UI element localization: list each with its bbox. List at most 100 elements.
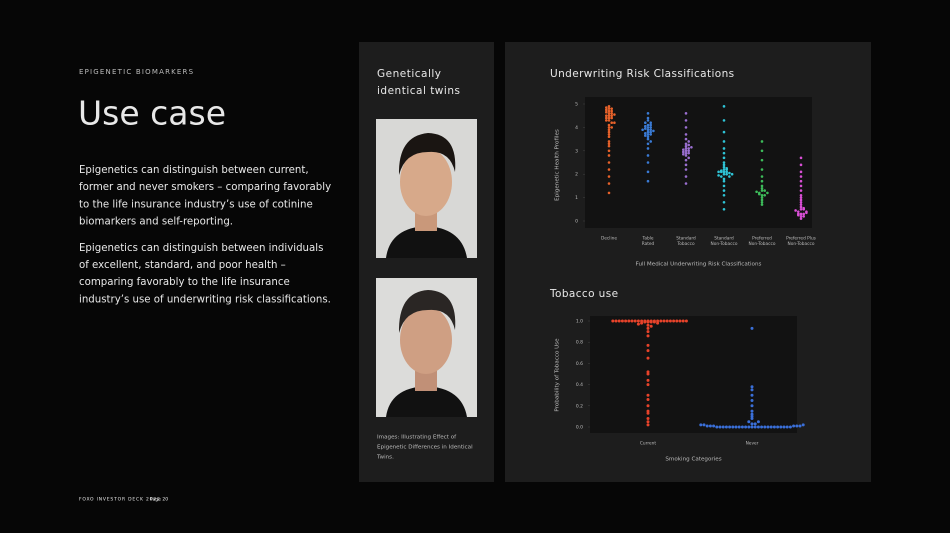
swarm-dot [610, 116, 613, 120]
swarm-dot [640, 319, 644, 323]
swarm-dot [627, 319, 631, 323]
swarm-dot [684, 151, 688, 155]
swarm-dot [687, 151, 690, 155]
swarm-dot [785, 425, 789, 429]
y-tick-label: 1 [575, 195, 578, 201]
caption: Epigenetic Differences in Identical [377, 445, 473, 451]
swarm-dot [646, 154, 650, 157]
swarm-dot [613, 121, 616, 125]
paragraph-line: Epigenetics can distinguish between curr… [79, 165, 309, 176]
swarm-dot [687, 147, 690, 150]
swarm-dot [614, 319, 618, 323]
swarm-dot [722, 119, 726, 122]
swarm-dot [646, 142, 650, 146]
swarm-dot [722, 184, 726, 188]
swarm-dot [646, 161, 650, 164]
body-text: Epigenetics can distinguish between curr… [79, 165, 331, 305]
swarm-dot [684, 163, 688, 167]
swarm-dot [649, 320, 653, 324]
swarm-dot [646, 409, 650, 413]
swarm-dot [646, 349, 650, 353]
x-tick-label: Table [641, 236, 653, 242]
swarm-dot [760, 189, 764, 192]
swarm-dot [607, 105, 611, 108]
swarm-dot [610, 109, 613, 113]
swarm-dot [725, 167, 728, 170]
swarm-dot [646, 112, 650, 115]
y-axis-label: Epigenetic Health Profiles [555, 129, 561, 201]
swarm-dot [760, 186, 764, 190]
swarm-dot [722, 193, 726, 197]
swarm-dot [649, 123, 652, 127]
swarm-dot [646, 147, 650, 150]
swarm-dot [613, 113, 616, 116]
swarm-dot [776, 425, 780, 429]
swarm-dot [643, 320, 647, 324]
swarm-dot [737, 425, 741, 429]
swarm-dot [799, 196, 803, 199]
swarm-dot [722, 130, 726, 134]
chart-title: Tobacco use [549, 288, 618, 300]
swarm-dot [687, 140, 690, 143]
swarm-dot [760, 425, 764, 429]
x-tick-label: Never [746, 441, 759, 447]
swarm-dot [797, 213, 800, 217]
swarm-dot [605, 106, 608, 109]
swarm-dot [722, 200, 726, 204]
swarm-dot [799, 198, 803, 202]
x-axis-label: Smoking Categories [665, 457, 721, 463]
swarm-dot [649, 133, 652, 136]
swarm-dot [722, 163, 726, 167]
swarm-dot [610, 114, 613, 117]
swarm-dot [684, 168, 688, 171]
swarm-dot [802, 212, 805, 216]
photo [376, 278, 477, 417]
swarm-dot [646, 393, 650, 397]
swarm-dot [760, 168, 764, 171]
swarm-dot [646, 320, 650, 324]
swarm-dot [750, 399, 754, 402]
swarm-dot [646, 126, 650, 129]
swarm-dot [722, 161, 726, 164]
swarm-dot [684, 154, 688, 157]
swarm-dot [760, 198, 764, 202]
chart: Tobacco use 0.0 0.2 0.4 0.6 0.8 1.0 Current Neve… [549, 288, 805, 463]
swarm-dot [607, 161, 611, 164]
swarm-dot [684, 126, 688, 129]
swarm-dot [668, 319, 672, 323]
swarm-dot [607, 191, 611, 195]
swarm-dot [607, 144, 611, 148]
swarm-dot [605, 119, 608, 122]
eyebrow: EPIGENETIC BIOMARKERS [79, 68, 194, 76]
swarm-dot [646, 411, 650, 415]
swarm-dot [644, 127, 647, 130]
swarm-dot [672, 319, 676, 323]
swarm-dot [750, 388, 754, 392]
y-tick-label: 3 [575, 148, 578, 154]
caption: Twins. [376, 455, 394, 461]
swarm-dot [722, 172, 726, 176]
swarm-dot [649, 324, 653, 328]
swarm-dot [722, 140, 726, 143]
swarm-dot [802, 215, 805, 218]
swarm-dot [687, 156, 690, 160]
swarm-dot [708, 424, 712, 428]
swarm-dot [760, 140, 764, 143]
swarm-dot [684, 149, 688, 153]
swarm-dot [646, 343, 650, 347]
swarm-dot [607, 116, 611, 120]
x-tick-label: Non-Tobacco [749, 241, 776, 247]
swarm-dot [684, 182, 688, 185]
swarm-dot [605, 116, 608, 120]
swarm-dot [607, 135, 611, 139]
swarm-dot [797, 210, 800, 213]
swarm-dot [646, 326, 650, 330]
swarm-dot [641, 128, 644, 132]
swarm-dot [610, 126, 613, 129]
paragraph-line: industry’s use of underwriting risk clas… [79, 294, 331, 305]
swarm-dot [687, 143, 690, 147]
swarm-dot [750, 425, 754, 429]
swarm-dot [607, 130, 611, 134]
swarm-dot [684, 137, 688, 141]
